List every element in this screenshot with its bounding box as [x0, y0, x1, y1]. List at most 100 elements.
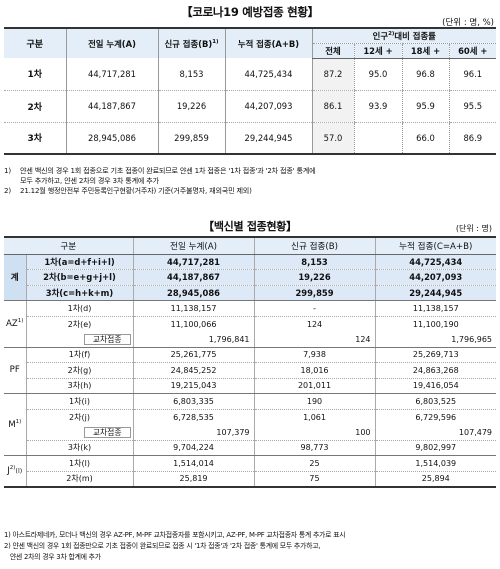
cell-new: 299,859: [157, 122, 225, 155]
footnote: 모두 추가하고, 얀센 2차의 경우 3차 통계에 추가: [20, 176, 159, 185]
cell-cum: 44,725,434: [374, 254, 497, 270]
cell-rate-18: 95.9: [401, 90, 449, 123]
vaccination-status-table: 구분 전일 누계(A) 신규 접종(B)1) 누적 접종(A+B) 인구2)대비…: [4, 27, 497, 155]
cell-cum: 19,416,054: [374, 378, 497, 394]
unit-label: (단위 : 명, %): [442, 18, 494, 28]
cell-prev: 11,138,157: [132, 300, 255, 317]
cell-cum: 107,479: [374, 424, 497, 441]
table-row: 3차 28,945,086 299,859 29,244,945 57.0 66…: [4, 122, 497, 155]
cell-new: 25: [253, 455, 376, 472]
cell-rate-all: 57.0: [311, 122, 354, 155]
header-new: 신규 접종(B)1): [157, 27, 225, 58]
cell-cum: 24,863,268: [374, 362, 497, 379]
header-age18: 18세 +: [401, 43, 449, 59]
cell-rate-18: 66.0: [401, 122, 449, 155]
cell-rate-all: 87.2: [311, 58, 354, 91]
cell-new: 7,938: [253, 347, 376, 363]
row-label: 2차: [4, 90, 66, 123]
cell-cum: 25,894: [374, 471, 497, 488]
cell-cum: 29,244,945: [224, 122, 312, 155]
header-cum: 누적 접종(C=A+B): [374, 236, 497, 255]
cell-prev: 9,704,224: [132, 440, 255, 456]
cell-prev: 44,717,281: [132, 254, 255, 270]
cell-rate-18: 96.8: [401, 58, 449, 91]
cell-prev: 28,945,086: [132, 285, 255, 301]
cell-prev: 11,100,066: [132, 316, 255, 332]
cell-cum: 44,207,093: [374, 269, 497, 286]
cell-new: -: [253, 300, 376, 317]
cell-new: 18,016: [253, 362, 376, 379]
cell-prev: 25,261,775: [132, 347, 255, 363]
cell-new: 201,011: [253, 378, 376, 394]
cell-cum: 11,100,190: [374, 316, 497, 332]
cross-vaccination-row-label: 교차접종: [25, 331, 134, 348]
row-label: 1차: [4, 58, 66, 91]
cell-cum: 25,269,713: [374, 347, 497, 363]
cell-rate-all: 86.1: [311, 90, 354, 123]
cell-cum: 6,729,596: [374, 409, 497, 425]
cell-prev: 25,819: [132, 471, 255, 488]
cell-prev: 6,728,535: [132, 409, 255, 425]
cell-new: 100: [253, 424, 376, 441]
cell-prev: 24,845,252: [132, 362, 255, 379]
cell-prev: 1,514,014: [132, 455, 255, 472]
cell-cum: 1,796,965: [374, 331, 497, 348]
cell-rate-12: 93.9: [353, 90, 402, 123]
cell-prev: 6,803,335: [132, 393, 255, 410]
group-total-label: 계: [4, 254, 26, 301]
row-label: 2차(e): [25, 316, 134, 332]
footnote: 1) 아스트라제네카, 모더나 백신의 경우 AZ-PF, M-PF 교차접종자…: [4, 531, 346, 539]
cell-new: 124: [253, 331, 376, 348]
cell-rate-12: [353, 122, 402, 155]
header-prev: 전일 누계(A): [65, 27, 158, 58]
vaccine-breakdown-title: 【백신별 접종현황】: [203, 220, 297, 233]
header-gubun: 구분: [4, 27, 66, 58]
cell-cum: 44,725,434: [224, 58, 312, 91]
header-all: 전체: [311, 43, 354, 59]
row-label: 1차(l): [25, 455, 134, 472]
footnote: 1) 얀센 백신의 경우 1회 접종으로 기초 접종이 완료되므로 얀센 1차 접…: [4, 166, 316, 175]
cell-rate-12: 95.0: [353, 58, 402, 91]
cell-rate-60: 96.1: [448, 58, 497, 91]
cell-new: 299,859: [253, 285, 376, 301]
footnote: 2) 21.12월 행정안전부 주민등록인구현황(거주자) 기준(거주불명자, 재…: [4, 186, 252, 195]
header-rate-group: 인구2)대비 접종률: [311, 27, 497, 44]
header-cum: 누적 접종(A+B): [224, 27, 312, 58]
cell-prev: 28,945,086: [65, 122, 158, 155]
vaccination-status-title: 【코로나19 예방접종 현황】: [181, 5, 319, 19]
cell-prev: 107,379: [132, 424, 255, 441]
header-gubun: 구분: [4, 236, 134, 255]
cell-rate-60: 95.5: [448, 90, 497, 123]
cell-cum: 6,803,525: [374, 393, 497, 410]
cell-prev: 44,717,281: [65, 58, 158, 91]
cell-cum: 11,138,157: [374, 300, 497, 317]
row-label: 1차(i): [25, 393, 134, 410]
cell-new: 19,226: [157, 90, 225, 123]
cross-vaccination-row-label: 교차접종: [25, 424, 134, 441]
cell-new: 190: [253, 393, 376, 410]
cell-new: 124: [253, 316, 376, 332]
footnote: 얀센 2차의 경우 3차 합계에 추가: [4, 553, 101, 561]
cell-new: 8,153: [157, 58, 225, 91]
group-j-label: J2)(l): [4, 455, 26, 488]
cell-prev: 44,187,867: [65, 90, 158, 123]
table-row: 1차 44,717,281 8,153 44,725,434 87.2 95.0…: [4, 58, 497, 91]
group-az-label: AZ1): [4, 300, 26, 348]
row-label: 1차(a=d+f+i+l): [25, 254, 134, 270]
table-row: 2차 44,187,867 19,226 44,207,093 86.1 93.…: [4, 90, 497, 123]
cell-prev: 1,796,841: [132, 331, 255, 348]
cell-new: 75: [253, 471, 376, 488]
row-label: 3차(k): [25, 440, 134, 456]
header-prev: 전일 누계(A): [132, 236, 255, 255]
group-m-label: M1): [4, 393, 26, 456]
cell-cum: 29,244,945: [374, 285, 497, 301]
row-label: 2차(m): [25, 471, 134, 488]
cell-new: 1,061: [253, 409, 376, 425]
row-label: 1차(d): [25, 300, 134, 317]
cell-prev: 44,187,867: [132, 269, 255, 286]
cell-new: 8,153: [253, 254, 376, 270]
group-pf-label: PF: [4, 347, 26, 394]
row-label: 3차(h): [25, 378, 134, 394]
cell-cum: 9,802,997: [374, 440, 497, 456]
cell-new: 19,226: [253, 269, 376, 286]
